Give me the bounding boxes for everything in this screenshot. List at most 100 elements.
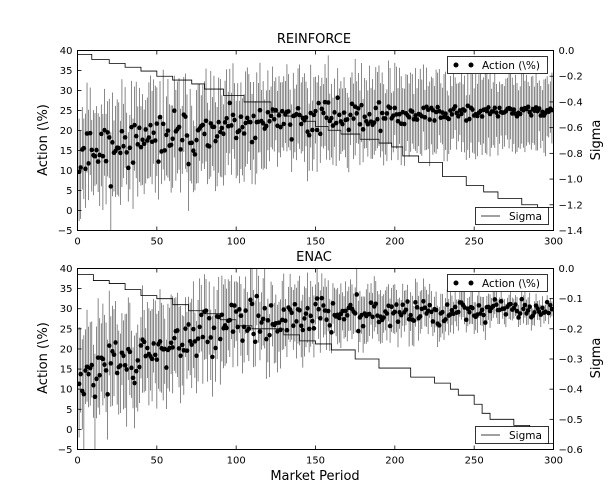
action-point xyxy=(235,324,241,330)
action-point xyxy=(189,342,195,347)
action-point xyxy=(267,332,272,338)
action-point xyxy=(165,128,171,133)
action-point xyxy=(246,326,252,332)
legend-action-marker xyxy=(453,62,459,68)
action-point xyxy=(517,311,523,316)
action-point xyxy=(522,302,528,308)
action-point xyxy=(287,122,293,127)
action-point xyxy=(138,144,144,150)
action-point xyxy=(97,372,103,378)
action-point xyxy=(233,135,239,141)
action-point xyxy=(332,110,337,115)
action-point xyxy=(191,326,196,332)
y2-tick-label: −0.4 xyxy=(559,385,583,396)
y-tick-label: 30 xyxy=(60,304,73,315)
action-point xyxy=(289,137,295,142)
action-point xyxy=(105,130,110,135)
action-point xyxy=(216,119,222,125)
action-point xyxy=(267,119,272,124)
action-point xyxy=(330,123,336,128)
action-point xyxy=(81,391,87,397)
x-tick-label: 300 xyxy=(544,237,563,248)
action-point xyxy=(349,101,355,107)
action-point xyxy=(360,127,366,132)
x-tick-label: 50 xyxy=(150,237,163,248)
action-point xyxy=(452,304,458,310)
action-point xyxy=(314,127,320,133)
action-point xyxy=(546,310,552,316)
action-point xyxy=(86,161,91,166)
y-tick-label: 5 xyxy=(66,405,72,416)
action-point xyxy=(124,150,129,155)
y2-tick-label: −0.1 xyxy=(559,294,583,305)
action-point xyxy=(357,121,363,127)
action-point xyxy=(268,303,274,308)
chart-title: REINFORCE xyxy=(277,32,351,47)
action-point xyxy=(156,159,161,164)
action-point xyxy=(516,315,521,320)
action-point xyxy=(398,312,404,318)
action-point xyxy=(124,367,129,372)
action-point xyxy=(367,111,372,117)
action-point xyxy=(189,140,195,146)
action-point xyxy=(405,299,410,304)
action-point xyxy=(417,314,423,319)
action-point xyxy=(194,353,199,359)
action-point xyxy=(176,124,182,130)
action-point xyxy=(498,299,504,304)
action-point xyxy=(154,121,160,126)
action-point xyxy=(511,305,517,311)
action-point xyxy=(143,127,149,132)
action-point xyxy=(111,352,117,357)
action-point xyxy=(383,116,388,121)
action-point xyxy=(381,315,387,320)
action-point xyxy=(310,127,315,133)
action-point xyxy=(303,115,309,120)
action-point xyxy=(171,335,177,341)
action-point xyxy=(81,145,87,151)
plot-area xyxy=(77,268,554,450)
action-point xyxy=(324,317,329,323)
action-point xyxy=(440,309,445,315)
action-point xyxy=(154,357,160,362)
legend-action-label: Action (\%) xyxy=(482,278,540,290)
action-point xyxy=(116,145,122,151)
action-point xyxy=(132,122,137,128)
action-point xyxy=(319,106,325,112)
legend-action-box xyxy=(447,274,548,292)
action-point xyxy=(206,144,212,149)
action-point xyxy=(313,108,318,114)
action-point xyxy=(295,105,301,111)
action-point xyxy=(373,105,379,111)
action-point xyxy=(446,116,452,122)
action-point xyxy=(229,123,234,128)
action-point xyxy=(133,368,139,374)
action-point xyxy=(360,323,366,329)
action-point xyxy=(329,330,334,335)
action-point xyxy=(427,302,433,308)
y2-tick-label: 0.0 xyxy=(559,46,575,57)
action-point xyxy=(197,324,202,330)
action-point xyxy=(130,160,136,165)
action-point xyxy=(394,302,399,307)
action-point xyxy=(94,147,99,153)
action-point xyxy=(130,375,136,381)
y-tick-label: 15 xyxy=(60,365,73,376)
action-point xyxy=(92,153,98,159)
action-point xyxy=(168,142,174,148)
action-point xyxy=(129,365,134,371)
action-point xyxy=(168,340,174,346)
action-point xyxy=(316,100,321,106)
action-point xyxy=(321,110,326,116)
action-point xyxy=(137,364,142,370)
action-point xyxy=(114,370,120,376)
action-point xyxy=(511,107,517,112)
action-point xyxy=(256,313,261,318)
action-point xyxy=(481,312,486,318)
action-point xyxy=(389,304,394,310)
action-point xyxy=(108,361,114,366)
action-point xyxy=(409,109,415,114)
action-point xyxy=(213,345,218,351)
action-point xyxy=(86,371,91,377)
action-point xyxy=(206,315,212,321)
